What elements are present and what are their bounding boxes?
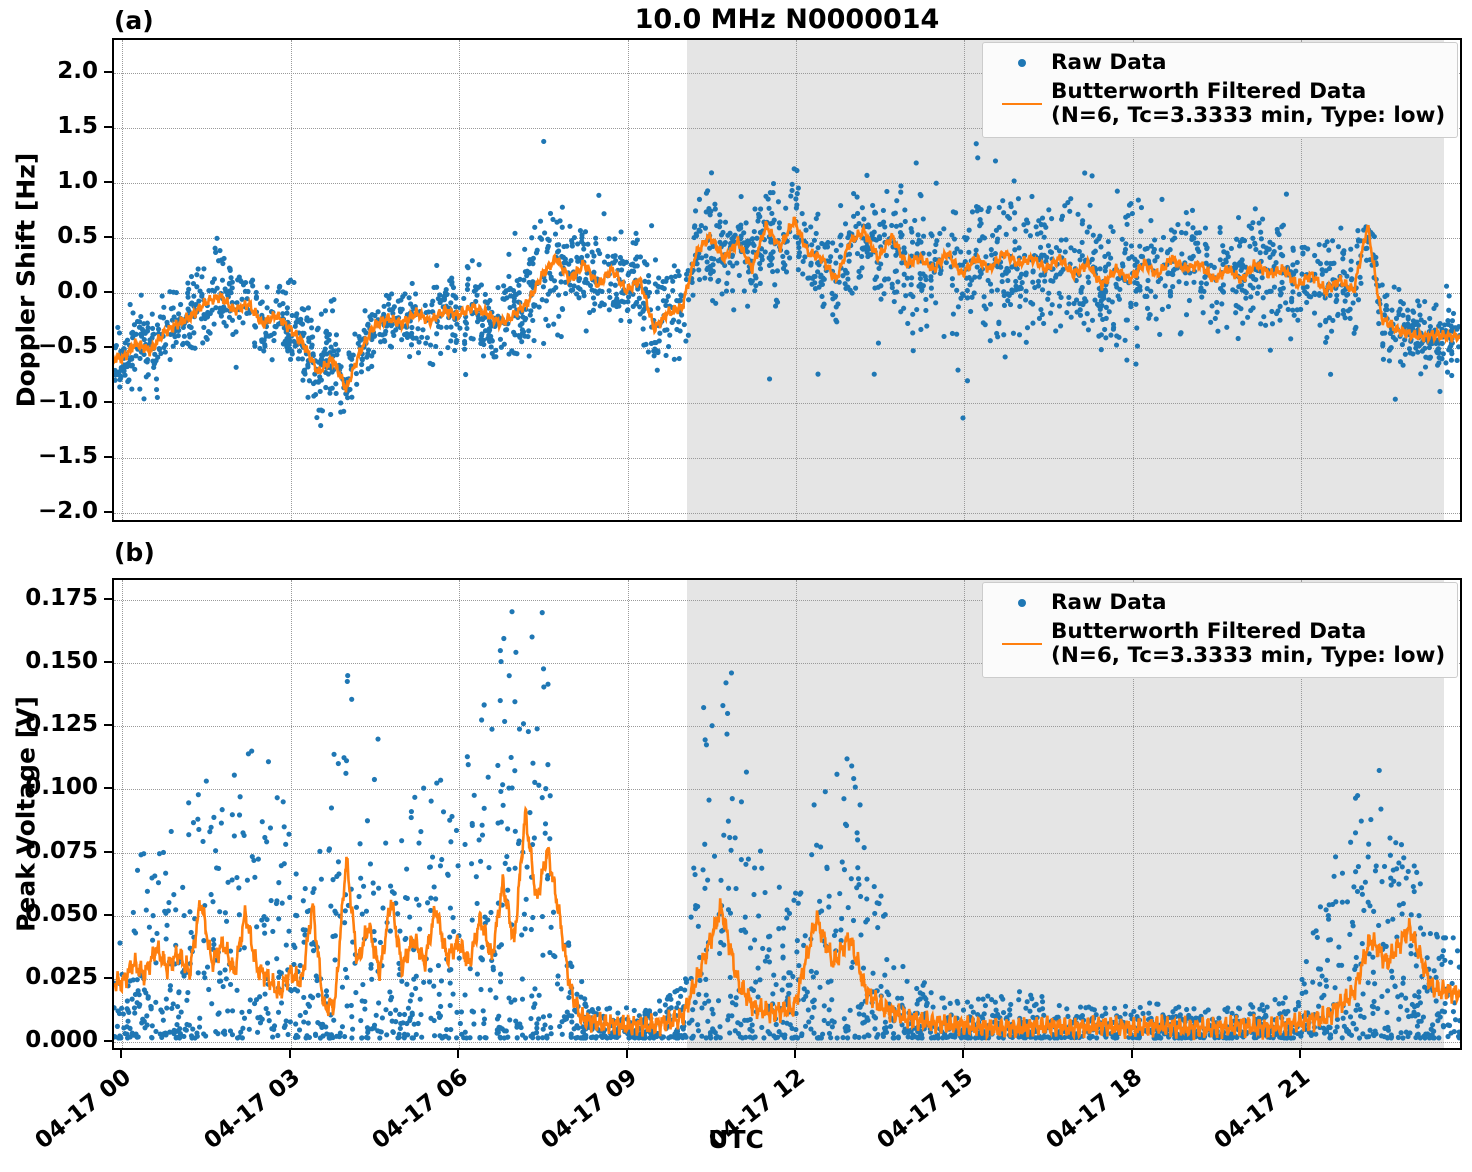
legend-entry-raw-b: Raw Data <box>993 591 1445 616</box>
legend-line-icon <box>993 643 1051 645</box>
legend-panel-b: Raw Data Butterworth Filtered Data (N=6,… <box>982 582 1458 678</box>
y-tick-mark <box>104 401 112 403</box>
y-tick-label: 2.0 <box>0 58 98 84</box>
x-tick-label: 04-17 00 <box>0 1064 136 1172</box>
y-tick-mark <box>104 346 112 348</box>
y-tick-label: 1.0 <box>0 168 98 194</box>
x-tick-mark <box>1131 1050 1133 1058</box>
y-tick-label: 0.0 <box>0 278 98 304</box>
legend-marker-dot-icon <box>993 59 1051 67</box>
y-tick-label: 0.075 <box>0 838 98 864</box>
y-tick-mark <box>104 851 112 853</box>
x-tick-label: 04-17 18 <box>1005 1064 1147 1172</box>
y-tick-mark <box>104 1040 112 1042</box>
y-tick-mark <box>104 598 112 600</box>
y-tick-label: 0.100 <box>0 774 98 800</box>
y-tick-label: −1.0 <box>0 388 98 414</box>
y-tick-label: 0.5 <box>0 223 98 249</box>
x-tick-mark <box>289 1050 291 1058</box>
legend-panel-a: Raw Data Butterworth Filtered Data (N=6,… <box>982 42 1458 138</box>
x-tick-mark <box>1299 1050 1301 1058</box>
y-tick-mark <box>104 291 112 293</box>
x-tick-label: 04-17 21 <box>1173 1064 1315 1172</box>
y-tick-mark <box>104 724 112 726</box>
y-tick-mark <box>104 126 112 128</box>
y-tick-label: −0.5 <box>0 333 98 359</box>
y-tick-mark <box>104 977 112 979</box>
x-tick-label: 04-17 03 <box>163 1064 305 1172</box>
legend-label-raw: Raw Data <box>1051 51 1167 76</box>
y-tick-label: −2.0 <box>0 498 98 524</box>
y-tick-mark <box>104 71 112 73</box>
legend-label-filtered-line1: Butterworth Filtered Data <box>1051 620 1445 645</box>
legend-line-icon <box>993 103 1051 105</box>
y-tick-label: −1.5 <box>0 443 98 469</box>
y-tick-mark <box>104 511 112 513</box>
y-tick-label: 0.025 <box>0 964 98 990</box>
legend-label-filtered-line1: Butterworth Filtered Data <box>1051 80 1445 105</box>
y-tick-mark <box>104 914 112 916</box>
y-tick-mark <box>104 661 112 663</box>
x-tick-label: 04-17 15 <box>836 1064 978 1172</box>
y-tick-mark <box>104 236 112 238</box>
y-tick-label: 1.5 <box>0 113 98 139</box>
x-tick-mark <box>457 1050 459 1058</box>
y-tick-mark <box>104 456 112 458</box>
panel-tag-b: (b) <box>114 538 155 567</box>
legend-label-filtered-line2: (N=6, Tc=3.3333 min, Type: low) <box>1051 104 1445 129</box>
x-tick-label: 04-17 12 <box>668 1064 810 1172</box>
x-tick-mark <box>120 1050 122 1058</box>
y-tick-mark <box>104 787 112 789</box>
raw-data-points <box>114 139 1460 428</box>
y-tick-mark <box>104 181 112 183</box>
x-tick-label: 04-17 09 <box>500 1064 642 1172</box>
x-tick-label: 04-17 06 <box>331 1064 473 1172</box>
butterworth-filtered-line <box>114 218 1460 393</box>
legend-entry-filtered-a: Butterworth Filtered Data (N=6, Tc=3.333… <box>993 80 1445 129</box>
figure-title: 10.0 MHz N0000014 <box>112 4 1462 35</box>
x-tick-mark <box>626 1050 628 1058</box>
legend-label-filtered-line2: (N=6, Tc=3.3333 min, Type: low) <box>1051 644 1445 669</box>
panel-tag-a: (a) <box>114 6 154 35</box>
y-tick-label: 0.125 <box>0 711 98 737</box>
legend-entry-raw-a: Raw Data <box>993 51 1445 76</box>
legend-entry-filtered-b: Butterworth Filtered Data (N=6, Tc=3.333… <box>993 620 1445 669</box>
y-tick-label: 0.150 <box>0 648 98 674</box>
legend-label-raw: Raw Data <box>1051 591 1167 616</box>
x-tick-mark <box>794 1050 796 1058</box>
y-tick-label: 0.175 <box>0 585 98 611</box>
legend-marker-dot-icon <box>993 599 1051 607</box>
y-tick-label: 0.050 <box>0 901 98 927</box>
y-tick-label: 0.000 <box>0 1027 98 1053</box>
x-tick-mark <box>962 1050 964 1058</box>
